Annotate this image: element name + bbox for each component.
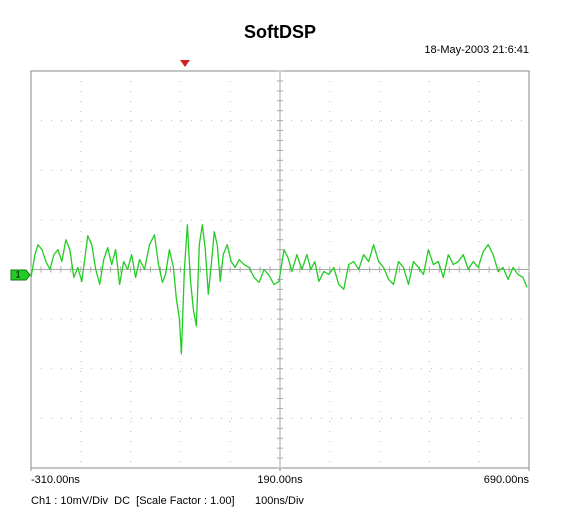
x-tick-label: 190.00ns [257,474,303,486]
channel-marker-label: 1 [15,269,20,279]
timestamp: 18-May-2003 21:6:41 [424,44,529,56]
channel-marker-shape [10,269,31,281]
trigger-marker [180,60,190,67]
channel-info: Ch1 : 10mV/Div DC [Scale Factor : 1.00] [31,495,235,507]
x-tick-label: 690.00ns [484,474,530,486]
x-tick-label: -310.00ns [31,474,80,486]
waveform [30,224,528,355]
chart-title: SoftDSP [244,22,316,42]
timebase: 100ns/Div [255,495,304,507]
